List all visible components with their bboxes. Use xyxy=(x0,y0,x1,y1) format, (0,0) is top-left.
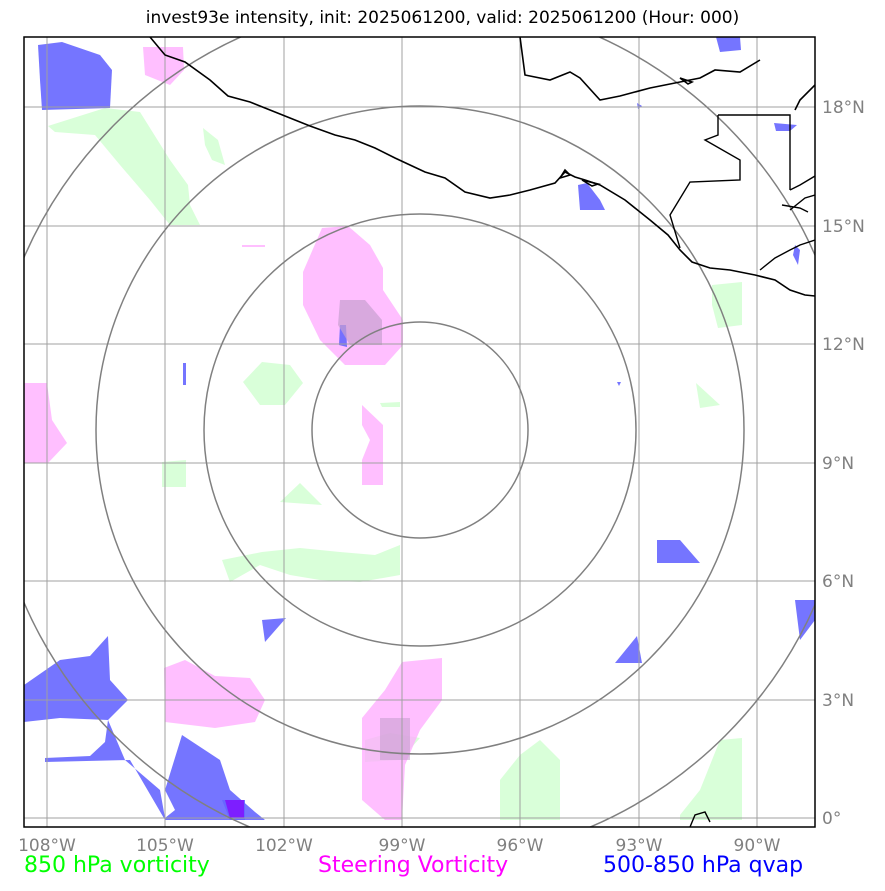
coastline-yucatan xyxy=(794,84,815,111)
legend-steering-vorticity: Steering Vorticity xyxy=(318,853,509,878)
legend-vorticity: 850 hPa vorticity xyxy=(24,853,210,878)
border-central-america xyxy=(759,175,815,271)
qvap-region xyxy=(774,123,797,131)
vorticity-region xyxy=(243,362,303,405)
qvap-region xyxy=(716,37,741,52)
qvap-region xyxy=(578,183,605,210)
steering-region xyxy=(164,660,265,728)
qvap-region xyxy=(615,636,642,663)
longitude-labels: 108°W 105°W 102°W 99°W 96°W 93°W 90°W xyxy=(18,836,781,856)
map-frame xyxy=(23,36,816,828)
borders xyxy=(669,114,815,827)
vorticity-region xyxy=(380,402,400,407)
range-rings xyxy=(24,37,815,827)
lon-label: 96°W xyxy=(497,836,544,856)
steering-region xyxy=(24,383,67,463)
legend-qvap: 500-850 hPa qvap xyxy=(603,853,804,878)
vorticity-region xyxy=(280,483,322,505)
coastline-island xyxy=(581,179,601,187)
steering-region xyxy=(362,405,383,485)
vorticity-region xyxy=(680,738,742,820)
border-belize xyxy=(718,114,791,190)
coastline-colombia xyxy=(689,811,711,827)
qvap-region xyxy=(183,363,186,385)
map-area xyxy=(24,37,815,827)
qvap-region xyxy=(45,720,265,820)
gridlines xyxy=(24,37,815,827)
lon-label: 93°W xyxy=(616,836,663,856)
lat-label: 12°N xyxy=(822,335,865,355)
lat-label: 3°N xyxy=(822,691,854,711)
lat-label: 0° xyxy=(822,809,841,829)
vorticity-region xyxy=(222,545,400,582)
coastlines xyxy=(149,37,815,297)
vorticity-region xyxy=(203,128,225,165)
lat-label: 15°N xyxy=(822,217,865,237)
coastline-mexico xyxy=(149,37,815,297)
latitude-labels: 18°N 15°N 12°N 9°N 6°N 3°N 0° xyxy=(822,98,865,829)
coastline-gulf xyxy=(519,37,761,101)
qvap-region xyxy=(795,600,815,640)
coastline-island xyxy=(679,77,695,85)
lat-label: 6°N xyxy=(822,572,854,592)
qvap-region xyxy=(657,540,700,563)
steering-region xyxy=(242,245,265,247)
lon-label: 102°W xyxy=(255,836,313,856)
range-ring xyxy=(311,321,529,539)
lon-label: 105°W xyxy=(136,836,194,856)
vorticity-region xyxy=(48,108,200,225)
qvap-region xyxy=(262,618,286,642)
qvap-region xyxy=(38,42,112,110)
qvap-region xyxy=(793,245,800,265)
range-ring xyxy=(95,105,745,755)
vorticity-region xyxy=(500,740,560,820)
map-title: invest93e intensity, init: 2025061200, v… xyxy=(145,8,740,28)
range-ring xyxy=(203,213,637,647)
lat-label: 18°N xyxy=(822,98,865,118)
lat-label: 9°N xyxy=(822,454,854,474)
lon-label: 90°W xyxy=(734,836,781,856)
vorticity-region xyxy=(162,460,186,487)
qvap-region xyxy=(24,636,128,722)
lon-label: 99°W xyxy=(379,836,426,856)
border-guatemala xyxy=(669,115,741,249)
overlap-region xyxy=(225,800,244,818)
lon-label: 108°W xyxy=(18,836,76,856)
vorticity-region xyxy=(712,282,742,328)
qvap-region xyxy=(617,382,621,386)
coastline-island xyxy=(558,168,572,180)
vorticity-region xyxy=(696,383,720,408)
